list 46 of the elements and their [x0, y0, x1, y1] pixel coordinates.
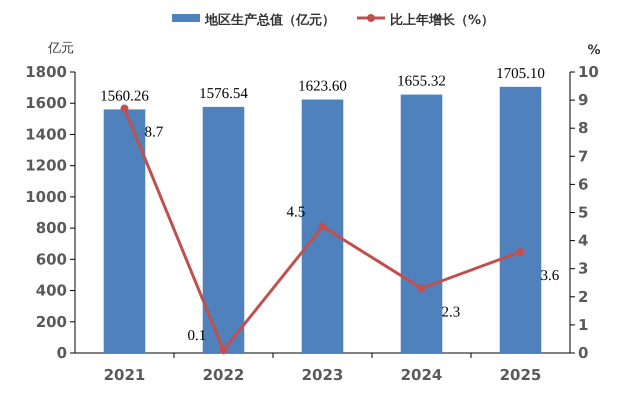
y-tick-label: 1800: [25, 63, 67, 81]
y-tick-label: 1000: [25, 188, 67, 206]
data-label: 3.6: [540, 268, 560, 284]
legend-label: 地区生产总值（亿元）: [204, 12, 335, 28]
y2-axis-title: %: [587, 43, 601, 58]
y-tick-label: 800: [36, 219, 67, 238]
data-label: 1655.32: [397, 74, 446, 90]
data-label: 1576.54: [199, 86, 248, 102]
y-tick-label: 600: [36, 250, 67, 268]
bar: [500, 86, 542, 353]
data-label: 1560.26: [100, 88, 150, 104]
y-tick-label: 1400: [25, 125, 67, 144]
bar: [104, 109, 146, 353]
point: [418, 284, 426, 292]
data-label: 1705.10: [496, 66, 545, 82]
y2-tick-label: 5: [578, 204, 588, 222]
point: [220, 346, 228, 354]
point: [318, 222, 326, 231]
y-tick-label: 1200: [25, 156, 67, 175]
x-tick-label: 2025: [500, 366, 542, 384]
x-tick-label: 2024: [400, 366, 442, 384]
y2-tick-label: 4: [578, 232, 588, 250]
y-tick-label: 1600: [25, 94, 67, 112]
data-label: 8.7: [144, 124, 164, 141]
y2-tick-label: 10: [578, 63, 599, 81]
y-tick-label: 0: [56, 344, 67, 362]
bar: [400, 94, 442, 353]
point: [120, 104, 128, 113]
legend-label: 比上年增长（%）: [390, 13, 494, 28]
y2-tick-label: 0: [578, 344, 588, 362]
x-tick-label: 2022: [202, 366, 244, 384]
data-label: 2.3: [442, 304, 460, 320]
y2-tick-label: 3: [578, 260, 588, 278]
y2-tick-label: 1: [578, 316, 588, 334]
data-label: 1623.60: [298, 78, 347, 95]
x-tick-label: 2021: [104, 366, 146, 384]
y2-tick-label: 6: [578, 175, 588, 194]
y-axis-title: 亿元: [47, 41, 74, 56]
y2-tick-label: 9: [578, 91, 588, 110]
y2-tick-label: 2: [578, 288, 588, 306]
x-tick-label: 2023: [302, 366, 344, 384]
y-tick-label: 200: [36, 312, 67, 331]
y2-tick-label: 7: [578, 147, 588, 166]
point: [516, 248, 524, 256]
y2-tick-label: 8: [578, 119, 588, 138]
y-tick-label: 400: [36, 282, 67, 300]
